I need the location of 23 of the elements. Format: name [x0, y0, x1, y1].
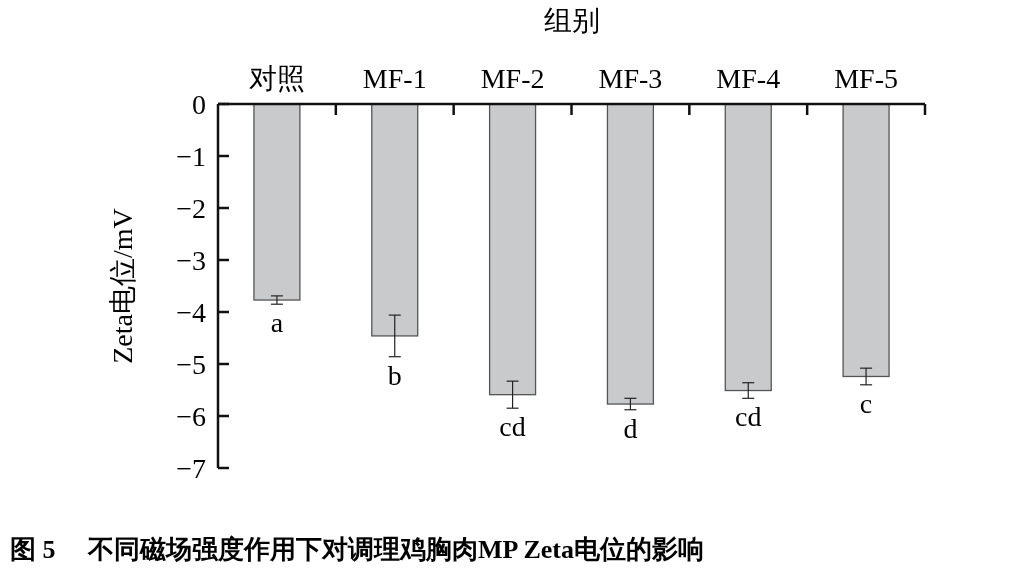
y-tick-label: −1	[176, 141, 206, 172]
caption: 图 5 不同磁场强度作用下对调理鸡胸肉MP Zeta电位的影响	[10, 535, 705, 564]
annotation: b	[387, 359, 402, 391]
y-axis-title: Zeta电位/mV	[107, 208, 138, 364]
annotation: c	[859, 387, 873, 419]
y-tick-label: −7	[176, 453, 206, 484]
annotation: d	[623, 412, 638, 444]
x-axis-title: 组别	[543, 5, 600, 36]
x-tick-label: MF-5	[834, 63, 898, 94]
y-tick-label: −5	[176, 349, 206, 380]
y-tick-label: −3	[176, 245, 206, 276]
y-tick-label: −4	[176, 297, 206, 328]
x-tick-label: MF-1	[362, 63, 427, 94]
y-tick-label: 0	[192, 89, 206, 120]
x-tick-label: MF-2	[480, 63, 545, 94]
x-tick-label: 对照	[248, 63, 305, 94]
x-tick-label: MF-3	[598, 63, 663, 94]
annotation: cd	[735, 401, 762, 433]
annotation: a	[270, 307, 284, 339]
x-tick-label: MF-4	[716, 63, 781, 94]
y-tick-label: −6	[176, 401, 206, 432]
annotation: cd	[499, 411, 526, 443]
y-tick-label: −2	[176, 193, 206, 224]
